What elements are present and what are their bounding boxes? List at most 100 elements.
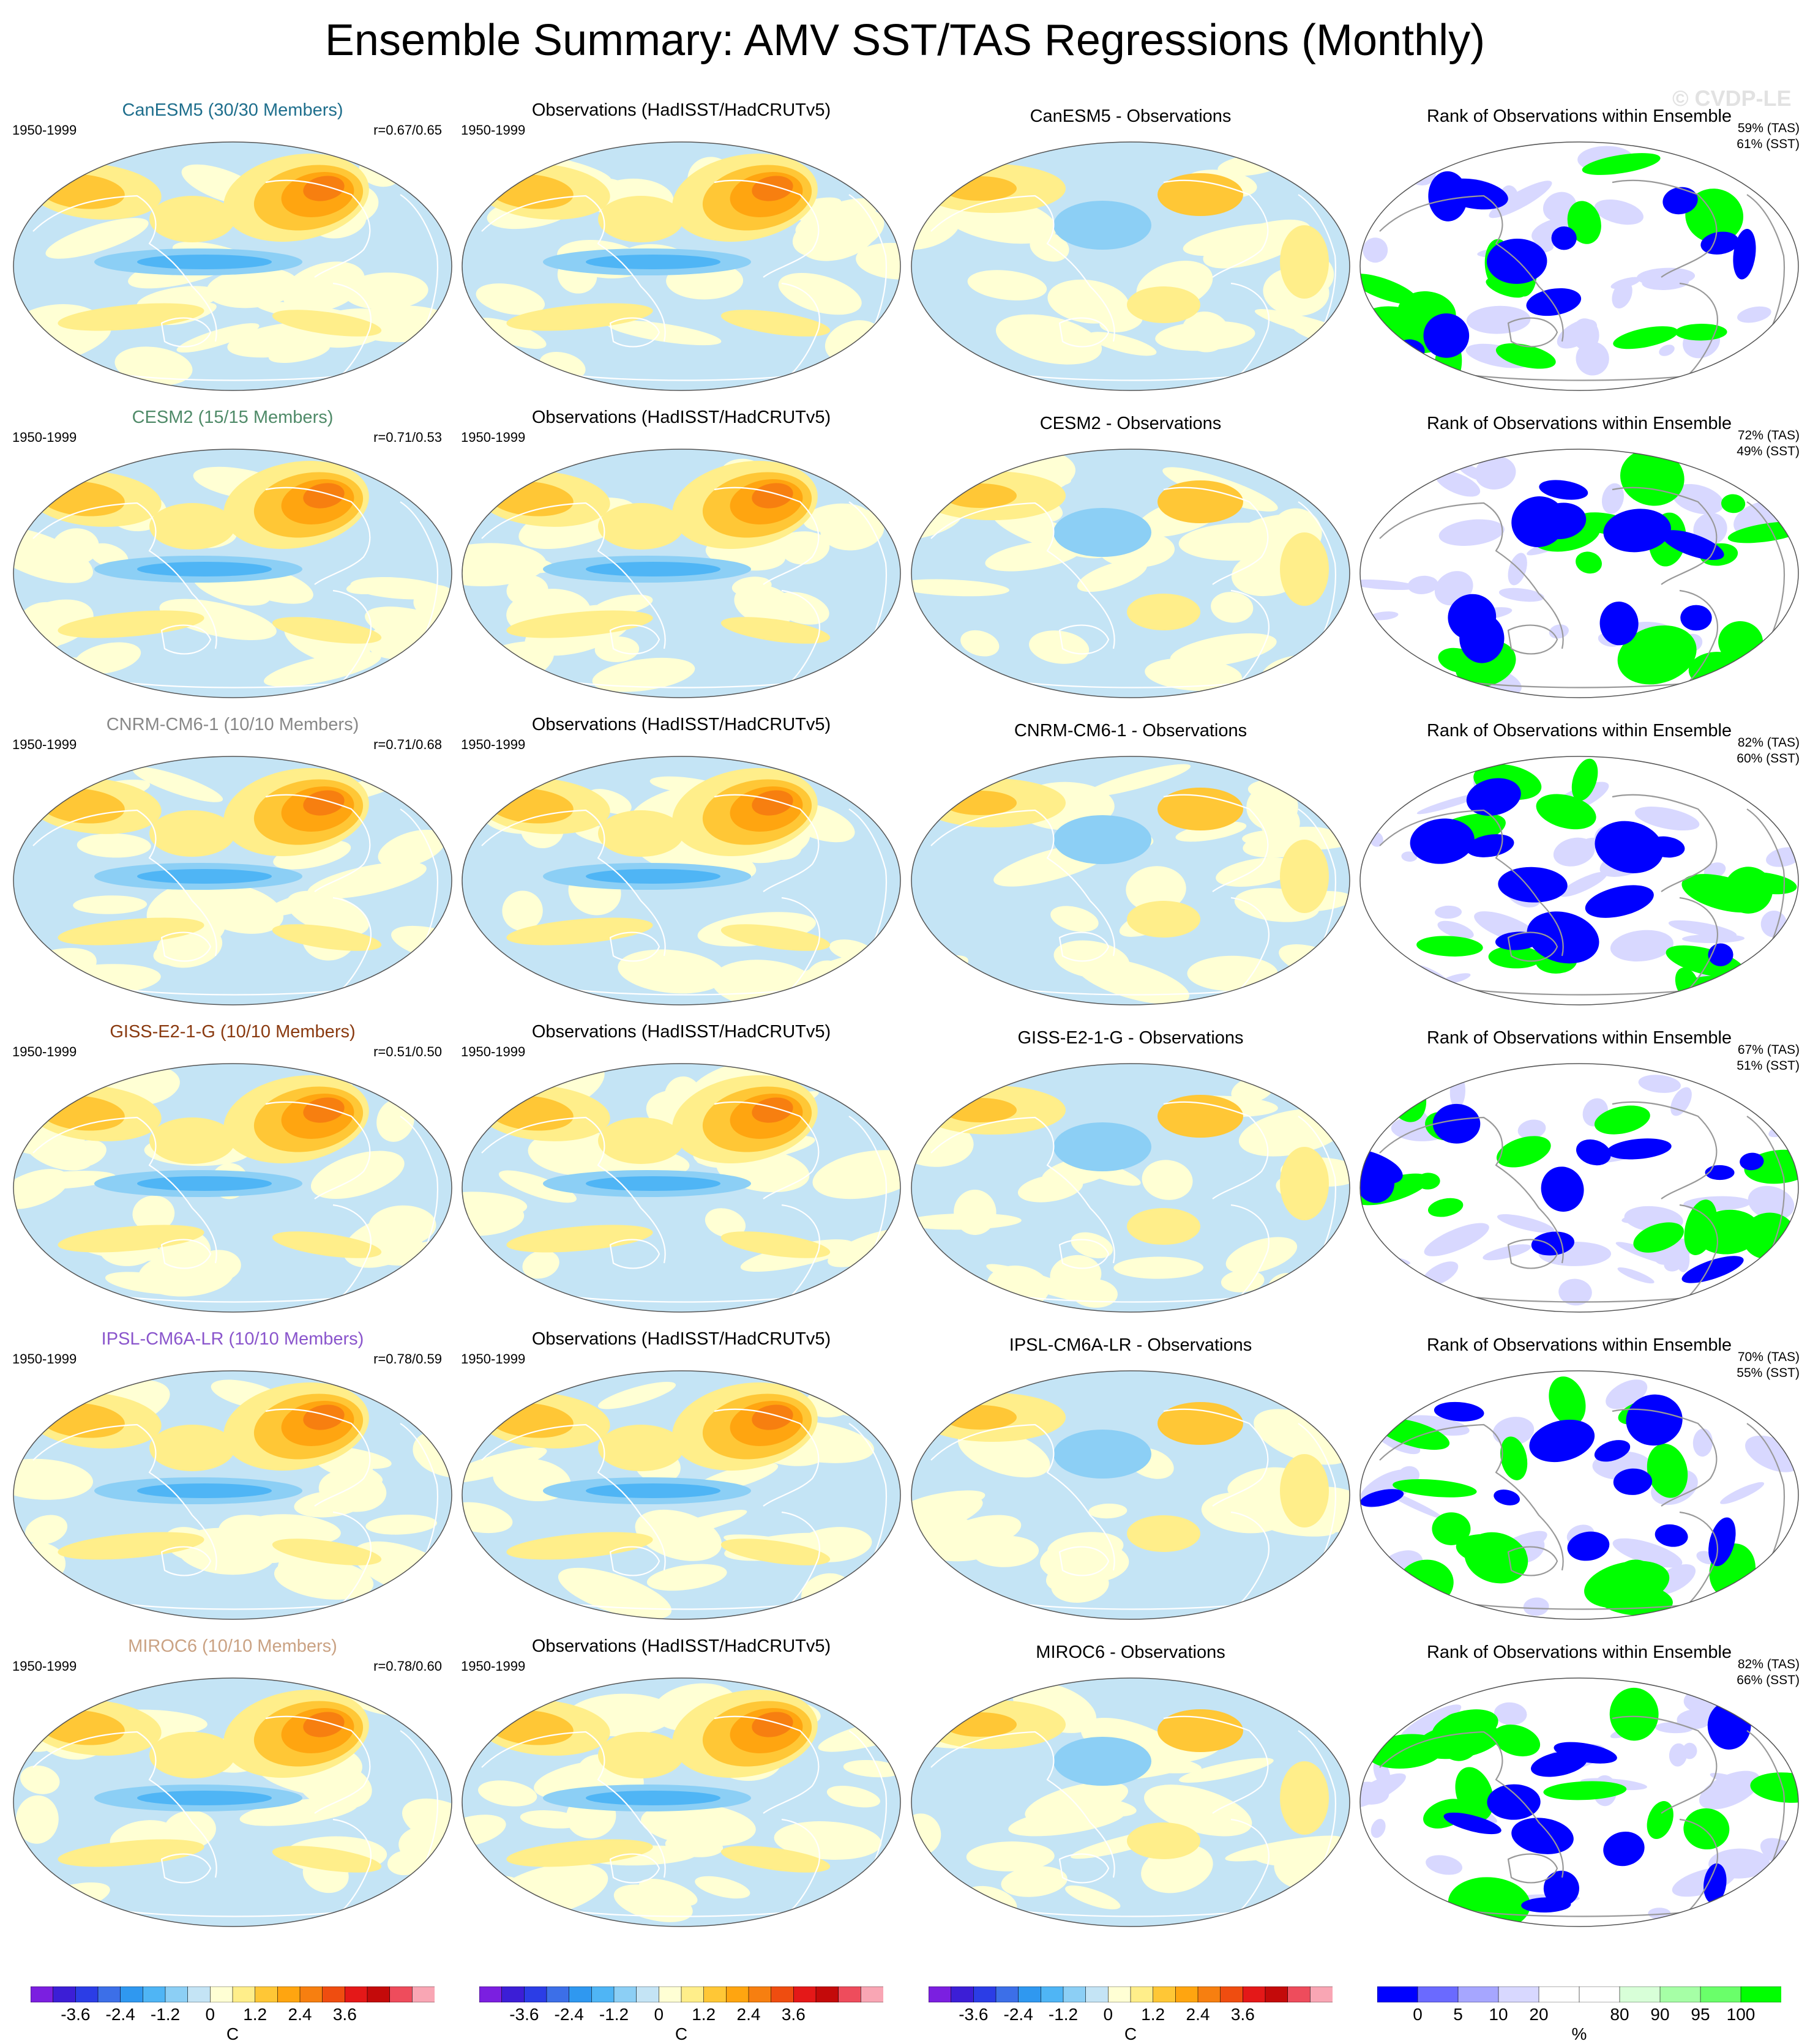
colorbar-swatch (1085, 1986, 1109, 2003)
rank-panel: Rank of Observations within Ensemble 67% … (1355, 1021, 1803, 1315)
map-outline (13, 449, 452, 698)
colorbar-swatch (748, 1986, 772, 2003)
rank-title: Rank of Observations within Ensemble (1426, 1335, 1732, 1355)
colorbar-swatch (1197, 1986, 1221, 2003)
model-period: 1950-1999 (12, 122, 77, 138)
colorbar-tick-label: 95 (1691, 2005, 1710, 2024)
colorbar-swatch (1538, 1986, 1580, 2003)
colorbar-swatch (1700, 1986, 1741, 2003)
pattern-correlation: r=0.78/0.59 (373, 1351, 442, 1367)
colorbar-tick-label: 100 (1726, 2005, 1756, 2024)
rank-tas: 82% (TAS) (1737, 736, 1800, 750)
map-outline (1359, 1677, 1799, 1927)
model-period: 1950-1999 (12, 1351, 77, 1367)
colorbar-swatch (389, 1986, 413, 2003)
colorbar-swatch (1498, 1986, 1539, 2003)
obs-period: 1950-1999 (461, 122, 526, 138)
colorbar-tick-label: -3.6 (959, 2005, 989, 2024)
rank-tas: 67% (TAS) (1737, 1043, 1800, 1057)
colorbar-tick-label: 20 (1529, 2005, 1549, 2024)
colorbar-swatch (479, 1986, 503, 2003)
colorbar-swatch (1130, 1986, 1154, 2003)
colorbar-swatch (838, 1986, 862, 2003)
model-panel: CanESM5 (30/30 Members) 1950-1999 r=0.67/0… (9, 99, 457, 393)
rank-tas: 70% (TAS) (1737, 1350, 1800, 1364)
obs-panel: Observations (HadISST/HadCRUTv5) 1950-199… (457, 1328, 905, 1622)
model-panel: MIROC6 (10/10 Members) 1950-1999 r=0.78/0.… (9, 1635, 457, 1929)
colorbar-swatch (1457, 1986, 1499, 2003)
model-map (13, 1063, 452, 1313)
map-outline (13, 1677, 452, 1927)
colorbar-tick-label: 1.2 (1141, 2005, 1165, 2024)
map-outline (13, 141, 452, 391)
colorbar-swatch (1377, 1986, 1418, 2003)
model-title: CNRM-CM6-1 (10/10 Members) (106, 715, 359, 734)
map-outline (462, 756, 901, 1005)
rank-sst: 51% (SST) (1737, 1059, 1800, 1073)
model-map (13, 1370, 452, 1620)
model-title: IPSL-CM6A-LR (10/10 Members) (101, 1329, 364, 1349)
colorbar-swatch (187, 1986, 211, 2003)
colorbar-swatch (951, 1986, 974, 2003)
colorbar-swatch (569, 1986, 593, 2003)
colorbar-tick-label: -3.6 (509, 2005, 539, 2024)
colorbar-tick-label: 2.4 (1186, 2005, 1210, 2024)
obs-period: 1950-1999 (461, 1658, 526, 1674)
colorbar-tick-label: 5 (1453, 2005, 1463, 2024)
colorbar-swatch (815, 1986, 839, 2003)
map-outline (911, 449, 1350, 698)
map-outline (13, 756, 452, 1005)
colorbar-swatch (53, 1986, 77, 2003)
colorbar-swatch (973, 1986, 997, 2003)
map-outline (13, 1370, 452, 1620)
colorbar-swatch (1175, 1986, 1199, 2003)
map-outline (1359, 756, 1799, 1005)
diff-panel: CanESM5 - Observations (907, 99, 1355, 393)
obs-panel: Observations (HadISST/HadCRUTv5) 1950-199… (457, 406, 905, 700)
colorbar-swatch (995, 1986, 1019, 2003)
obs-panel: Observations (HadISST/HadCRUTv5) 1950-199… (457, 99, 905, 393)
map-outline (462, 141, 901, 391)
pattern-correlation: r=0.67/0.65 (373, 122, 442, 138)
model-title: GISS-E2-1-G (10/10 Members) (110, 1022, 356, 1042)
diff-map (911, 1370, 1350, 1620)
rank-sst: 49% (SST) (1737, 444, 1800, 458)
colorbar-swatch (143, 1986, 166, 2003)
obs-period: 1950-1999 (461, 1351, 526, 1367)
colorbar-tick-label: 3.6 (332, 2005, 357, 2024)
colorbar-tick-label: 90 (1650, 2005, 1670, 2024)
rank-sst: 66% (SST) (1737, 1673, 1800, 1687)
rank-colorbar: 0 5 10 20 80 90 95 100% (1377, 1986, 1782, 2043)
rank-sst: 61% (SST) (1737, 137, 1800, 151)
diff-panel: CESM2 - Observations (907, 406, 1355, 700)
diff-panel: CNRM-CM6-1 - Observations (907, 714, 1355, 1007)
temp-colorbar-diff: -3.6 -2.4 -1.2 0 1.2 2.4 3.6 C (928, 1986, 1333, 2043)
colorbar-swatch (681, 1986, 705, 2003)
colorbar-unit: % (1571, 2024, 1587, 2043)
map-outline (1359, 449, 1799, 698)
obs-period: 1950-1999 (461, 1044, 526, 1059)
map-outline (462, 1370, 901, 1620)
colorbar-swatch (75, 1986, 99, 2003)
temp-colorbar-model: -3.6 -2.4 -1.2 0 1.2 2.4 3.6 C (30, 1986, 435, 2043)
colorbar-tick-label: 2.4 (288, 2005, 312, 2024)
diff-map (911, 449, 1350, 698)
rank-map (1359, 141, 1799, 391)
colorbar-tick-label: 3.6 (1230, 2005, 1255, 2024)
colorbar-swatch (322, 1986, 346, 2003)
page-title: Ensemble Summary: AMV SST/TAS Regression… (324, 16, 1486, 65)
obs-map (462, 141, 901, 391)
colorbar-tick-label: -1.2 (150, 2005, 181, 2024)
map-outline (911, 141, 1350, 391)
colorbar-tick-label: 1.2 (692, 2005, 716, 2024)
colorbar-swatch (299, 1986, 323, 2003)
colorbar-swatch (501, 1986, 525, 2003)
diff-map (911, 756, 1350, 1005)
colorbar-swatch (793, 1986, 817, 2003)
colorbar-tick-label: 10 (1489, 2005, 1508, 2024)
colorbar-tick-label: 0 (1103, 2005, 1113, 2024)
rank-panel: Rank of Observations within Ensemble 82% … (1355, 1635, 1803, 1929)
colorbar-swatch (1220, 1986, 1244, 2003)
colorbar-swatch (1041, 1986, 1064, 2003)
obs-title: Observations (HadISST/HadCRUTv5) (531, 1329, 831, 1349)
